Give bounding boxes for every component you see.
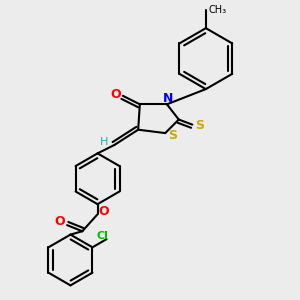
Text: O: O [110,88,121,101]
Text: Cl: Cl [97,232,108,242]
Text: S: S [168,129,177,142]
Text: O: O [54,215,65,228]
Text: S: S [195,119,204,132]
Text: O: O [98,205,109,218]
Text: H: H [100,136,109,146]
Text: CH₃: CH₃ [208,4,227,14]
Text: N: N [163,92,173,105]
